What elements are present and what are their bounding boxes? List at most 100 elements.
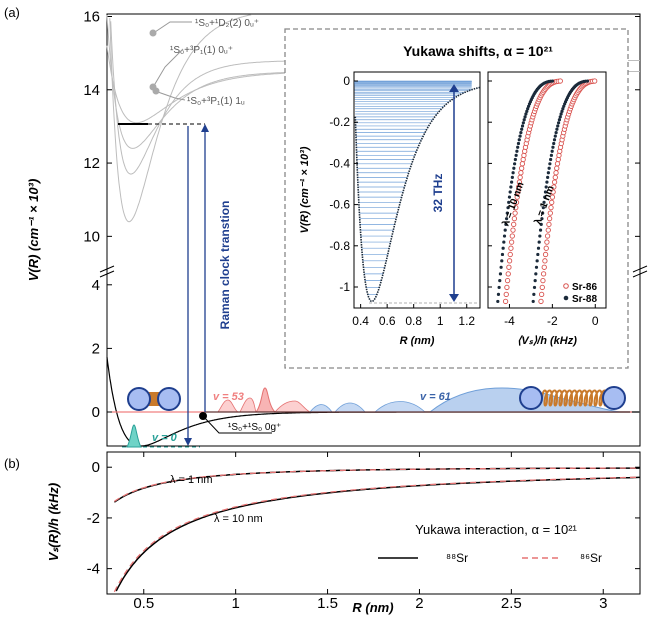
ytick-label: 4 — [92, 277, 100, 294]
inset-point-sr88 — [515, 149, 519, 153]
tight-molecule-icon — [127, 387, 181, 411]
inset-point-sr86 — [513, 199, 520, 205]
inset-xticks-right: -4 -2 0 — [504, 304, 599, 328]
loose-molecule-icon — [519, 386, 626, 410]
inset-point-sr88 — [531, 299, 535, 304]
inset-point-sr88 — [551, 145, 555, 149]
inset-point-sr88 — [522, 118, 526, 122]
ytick-label: 12 — [83, 155, 100, 172]
inset-point-sr88 — [504, 217, 509, 221]
panel-b-legend-title: Yukawa interaction, α = 10²¹ — [415, 522, 577, 537]
inset-point-sr88 — [498, 279, 502, 283]
inset-point-sr86 — [541, 264, 547, 270]
ytick-label: 2 — [92, 340, 100, 357]
inset-point-sr88 — [523, 115, 527, 119]
inset-point-sr86 — [516, 184, 522, 190]
inset-point-sr88 — [539, 222, 543, 226]
inset-point-sr88 — [517, 138, 521, 142]
b-ytick-label: 0 — [92, 459, 100, 476]
inset-point-sr88 — [536, 252, 540, 257]
inset-point-sr88 — [552, 141, 556, 146]
label-3p1-0u: ¹S₀+³P₁(1) 0ᵤ⁺ — [170, 45, 233, 56]
v53-label: v = 53 — [213, 391, 244, 403]
panel-a-frame — [106, 13, 641, 447]
inset-point-sr88 — [507, 195, 512, 199]
inset-point-sr88 — [500, 252, 505, 257]
inset-point-sr88 — [519, 131, 523, 135]
panel-b-yticks: 0 -2 -4 — [87, 459, 640, 578]
inset-point-sr88 — [502, 234, 507, 238]
inset-point-sr88 — [556, 124, 560, 128]
inset-point-sr88 — [544, 185, 548, 189]
inset-point-sr86 — [553, 170, 559, 176]
inset-point-sr88 — [509, 185, 513, 189]
inset-point-sr88 — [526, 107, 530, 111]
ytick-label: 14 — [83, 82, 100, 99]
b-xtick-label: 3 — [599, 595, 607, 612]
inset-point-sr86 — [538, 298, 544, 305]
inset-point-sr86 — [516, 179, 523, 185]
inset-point-sr86 — [518, 170, 524, 176]
inset-point-sr88 — [547, 166, 551, 170]
inset-point-sr88 — [508, 190, 512, 194]
inset-point-sr88 — [540, 217, 544, 221]
inset-point-sr86 — [554, 165, 560, 171]
b-xtick-label: 2.5 — [501, 595, 522, 612]
b-xtick-label: 2 — [415, 595, 423, 612]
inset-point-sr88 — [505, 211, 509, 215]
raman-arrows — [184, 124, 209, 446]
inset-point-sr88 — [550, 149, 554, 153]
inset-point-sr88 — [538, 228, 543, 232]
inset-point-sr86 — [551, 179, 558, 185]
inset-point-sr86 — [508, 239, 515, 245]
inset-point-sr86 — [543, 245, 549, 251]
b-ytick-label: -2 — [87, 510, 100, 527]
inset-point-sr88 — [535, 259, 539, 263]
inset-point-sr88 — [504, 222, 508, 226]
b-xtick-label: 0.5 — [133, 595, 154, 612]
inset-point-sr88 — [516, 145, 520, 149]
label-1d2: ¹S₀+¹D₂(2) 0ᵤ⁺ — [195, 18, 259, 29]
inset-point-sr88 — [545, 180, 549, 184]
legend-sr88: Sr-88 — [572, 294, 597, 305]
inset-point-sr88 — [510, 180, 514, 184]
inset-point-sr86 — [504, 277, 511, 284]
inset-xtick-label: 0.8 — [405, 314, 422, 328]
label-3p1-1u: ¹S₀+³P₁(1) 1ᵤ — [187, 96, 245, 107]
inset-point-sr88 — [506, 206, 510, 210]
inset-ytick-label: 0 — [343, 74, 350, 88]
legend-86sr: ⁸⁶Sr — [580, 551, 602, 565]
inset-point-sr88 — [537, 240, 541, 244]
inset-point-sr86 — [512, 210, 518, 216]
panel-b-legend: ⁸⁸Sr ⁸⁶Sr — [378, 551, 602, 565]
inset-point-sr88 — [556, 121, 561, 125]
ytick-label: 16 — [83, 9, 100, 26]
inset-point-sr88 — [585, 79, 590, 83]
inset-point-sr88 — [550, 79, 555, 83]
inset-point-sr88 — [507, 200, 511, 204]
inset-point-sr88 — [520, 124, 525, 128]
b-xtick-label: 1.5 — [317, 595, 338, 612]
inset-point-sr86 — [514, 194, 520, 200]
panel-b-curves — [113, 467, 640, 593]
lambda-10nm-curve-label: λ = 10 nm — [214, 513, 263, 525]
marker-3p1-1u — [152, 87, 160, 95]
label-ground-state: ¹S₀+¹S₀ 0g⁺ — [228, 422, 281, 433]
inset-point-sr88 — [546, 171, 550, 175]
panel-b-curve-2 — [114, 467, 640, 502]
inset-point-sr88 — [496, 292, 501, 296]
inset-potential-curve — [354, 86, 481, 303]
inset-point-sr88 — [524, 112, 528, 116]
inset-point-sr88 — [521, 121, 525, 125]
inset-point-sr88 — [560, 109, 564, 113]
inset-point-sr88 — [518, 134, 522, 138]
inset-point-sr88 — [559, 112, 563, 116]
inset-point-sr88 — [549, 157, 553, 162]
inset-point-sr88 — [542, 200, 546, 204]
inset-xtick-label: 1.2 — [458, 314, 475, 328]
inset-point-sr88 — [516, 141, 521, 146]
inset-ylabel: V(R) (cm⁻¹ × 10³) — [299, 146, 311, 233]
inset-point-sr88 — [538, 234, 542, 238]
axis-break-left — [99, 265, 115, 278]
